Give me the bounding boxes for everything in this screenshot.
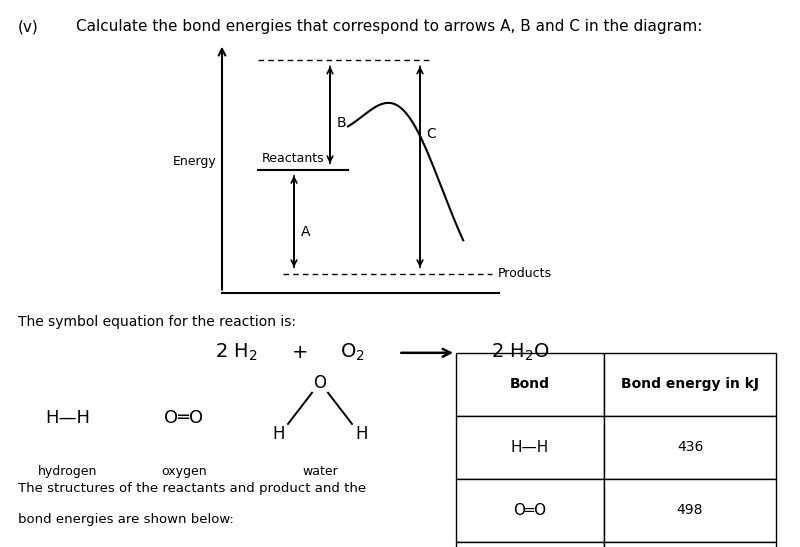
Text: H: H (272, 425, 285, 443)
Text: 436: 436 (677, 440, 703, 454)
FancyBboxPatch shape (604, 542, 776, 547)
Text: A: A (301, 225, 310, 240)
Text: B: B (337, 116, 346, 130)
Text: hydrogen: hydrogen (38, 465, 98, 478)
Text: H: H (355, 425, 368, 443)
FancyBboxPatch shape (456, 416, 604, 479)
Text: Bond: Bond (510, 377, 550, 391)
Text: +: + (292, 344, 308, 362)
Text: water: water (302, 465, 338, 478)
Text: O═O: O═O (165, 410, 203, 427)
Text: Bond energy in kJ: Bond energy in kJ (621, 377, 759, 391)
Text: (v): (v) (18, 19, 38, 34)
Text: H—H: H—H (46, 410, 90, 427)
Text: The structures of the reactants and product and the: The structures of the reactants and prod… (18, 482, 366, 496)
Text: O═O: O═O (514, 503, 546, 517)
Text: O: O (314, 374, 326, 392)
FancyBboxPatch shape (604, 479, 776, 542)
Text: 2 H$_2$O: 2 H$_2$O (490, 342, 550, 363)
Text: Energy: Energy (173, 155, 217, 168)
Text: Reactants: Reactants (262, 153, 324, 165)
Text: H—H: H—H (511, 440, 549, 455)
Text: 498: 498 (677, 503, 703, 517)
Text: C: C (426, 127, 436, 141)
FancyBboxPatch shape (456, 353, 604, 416)
Text: The symbol equation for the reaction is:: The symbol equation for the reaction is: (18, 315, 296, 329)
FancyBboxPatch shape (604, 416, 776, 479)
Text: 2 H$_2$: 2 H$_2$ (214, 342, 258, 363)
Text: Calculate the bond energies that correspond to arrows A, B and C in the diagram:: Calculate the bond energies that corresp… (76, 19, 702, 34)
FancyBboxPatch shape (604, 353, 776, 416)
FancyBboxPatch shape (456, 479, 604, 542)
FancyBboxPatch shape (456, 542, 604, 547)
Text: bond energies are shown below:: bond energies are shown below: (18, 513, 234, 526)
Text: Products: Products (498, 267, 551, 280)
Text: oxygen: oxygen (161, 465, 207, 478)
Text: O$_2$: O$_2$ (340, 342, 364, 363)
